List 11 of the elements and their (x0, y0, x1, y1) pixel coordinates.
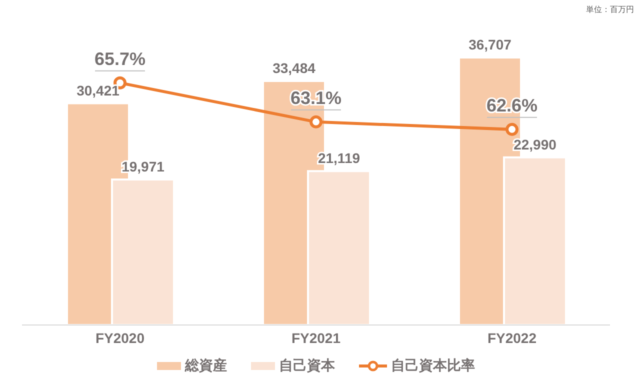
x-tick-label: FY2020 (95, 330, 145, 346)
data-label: 30,421 (76, 82, 120, 98)
data-label: 36,707 (468, 36, 512, 52)
x-tick-label: FY2021 (291, 330, 341, 346)
legend-label: 自己資本 (278, 357, 335, 375)
data-label: 33,484 (272, 60, 316, 76)
legend-label: 総資産 (184, 357, 227, 375)
text: 単位：百万円 (586, 4, 634, 15)
legend-label: 自己資本比率 (390, 357, 475, 375)
x-tick-label: FY2022 (487, 330, 537, 346)
data-label: 65.7% (94, 48, 146, 69)
